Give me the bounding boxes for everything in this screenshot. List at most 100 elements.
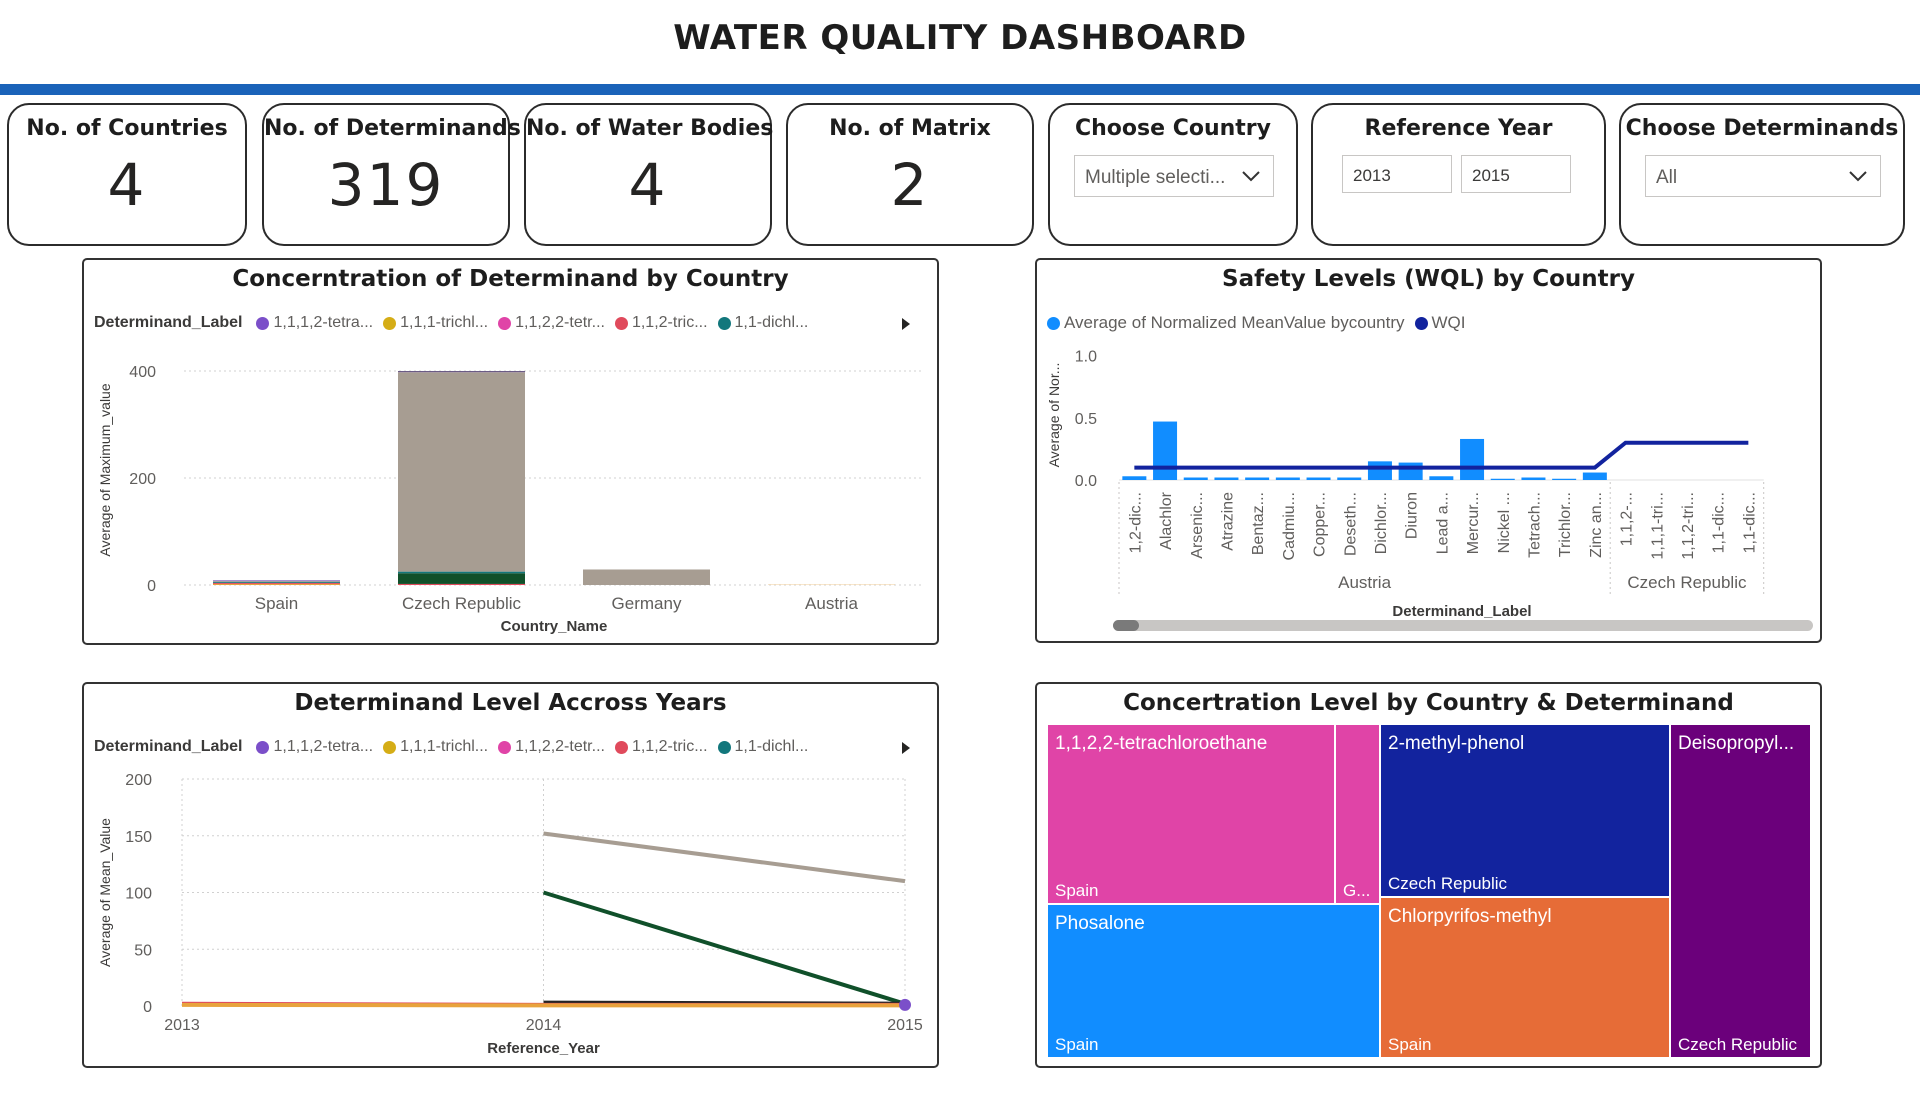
x-tick-label: Copper... [1312, 492, 1329, 557]
y-tick-label: 1.0 [1075, 349, 1097, 366]
bar-segment [583, 569, 710, 585]
legend-item[interactable]: 1,1,2,2-tetr... [498, 314, 605, 332]
kpi-countries-card: No. of Countries 4 [7, 103, 247, 246]
bar [1214, 477, 1239, 480]
x-tick-label: Tetrach... [1526, 492, 1543, 558]
kpi-matrix-label: No. of Matrix [829, 116, 991, 141]
y-tick-label: 0.5 [1075, 411, 1097, 428]
treemap-cell-group: Czech Republic [1678, 1035, 1798, 1054]
bar-segment [213, 580, 340, 581]
country-dropdown-value: Multiple selecti... [1085, 167, 1226, 188]
group-label: Austria [1338, 573, 1391, 592]
x-axis-label: Determinand_Label [1392, 603, 1531, 620]
determinand-filter-card: Choose Determinands All [1619, 103, 1905, 246]
treemap-cell-group: G... [1343, 881, 1371, 900]
bar [1245, 477, 1270, 480]
treemap-cell-label: 2-methyl-phenol [1388, 733, 1525, 754]
kpi-matrix-card: No. of Matrix 2 [786, 103, 1034, 246]
bar-segment [398, 372, 525, 572]
x-tick-label: Mercur... [1465, 492, 1482, 554]
treemap-cell[interactable]: 1,1,2,2-tetrachloroethane Spain [1047, 724, 1335, 904]
y-tick-label: 0 [143, 999, 152, 1016]
treemap-cell[interactable]: Phosalone Spain [1047, 904, 1380, 1058]
treemap-cell[interactable]: Chlorpyrifos-methyl Spain [1380, 897, 1670, 1058]
y-axis-label: Average of Maximum_value [97, 383, 113, 556]
y-tick-label: 0.0 [1075, 473, 1097, 490]
x-tick-label: Lead a... [1434, 492, 1451, 554]
x-tick-label: 1,1,2-tri... [1680, 492, 1697, 560]
x-tick-label: Alachlor [1158, 491, 1175, 549]
treemap-cell[interactable]: Deisopropyl... Czech Republic [1670, 724, 1811, 1058]
bar [1183, 477, 1208, 480]
year-to-value: 2015 [1472, 166, 1510, 185]
x-tick-label: Nickel ... [1496, 492, 1513, 553]
legend-next-arrow-icon[interactable] [900, 740, 912, 756]
bar-segment [398, 571, 525, 574]
wqi-line [1134, 440, 1749, 470]
bar [1275, 477, 1300, 480]
legend-item[interactable]: 1,1,1-trichl... [383, 738, 488, 756]
legend-item[interactable]: 1,1,1,2-tetra... [256, 738, 373, 756]
legend-item[interactable]: 1,1,2-tric... [614, 738, 708, 756]
x-tick-label: Trichlor... [1557, 492, 1574, 557]
year-to-input[interactable]: 2015 [1461, 155, 1571, 193]
x-axis-label: Country_Name [501, 618, 608, 635]
series-line [181, 1002, 905, 1008]
y-axis-label: Average of Mean_Value [97, 818, 113, 967]
treemap-cell[interactable]: G... [1335, 724, 1380, 904]
horizontal-scrollbar[interactable] [1113, 620, 1813, 631]
legend-item[interactable]: 1,1-dichl... [717, 314, 808, 332]
treemap-cell-group: Spain [1055, 881, 1099, 900]
chevron-down-icon [1849, 171, 1867, 182]
x-tick-label: Deseth... [1342, 492, 1359, 556]
bar [1367, 461, 1392, 480]
chevron-down-icon [1242, 171, 1260, 182]
bar [1306, 477, 1331, 480]
bar [1582, 472, 1607, 480]
legend-item[interactable]: 1,1,2-tric... [614, 314, 708, 332]
legend-item[interactable]: WQI [1414, 313, 1466, 333]
x-tick-label: Czech Republic [402, 594, 522, 613]
bar [1460, 438, 1485, 480]
bar [1398, 462, 1423, 480]
x-tick-label: 2015 [887, 1017, 923, 1034]
bar [1552, 478, 1577, 480]
country-filter-card: Choose Country Multiple selecti... [1048, 103, 1298, 246]
x-tick-label: Atrazine [1219, 492, 1236, 551]
line-chart-plot: 0 50 100 150 200 2013 2014 2015 Reference_Year Av… [97, 772, 923, 1057]
legend-item[interactable]: 1,1,1,2-tetra... [256, 314, 373, 332]
bar-segment [213, 583, 340, 585]
legend-title: Determinand_Label [94, 314, 243, 331]
bar-segment [213, 581, 340, 583]
safety-levels-legend: Average of Normalized MeanValue bycountr… [1047, 312, 1476, 334]
safety-levels-plot: 0.0 0.5 1.0 1,2-dic... Alachlor Arsenic... Atr… [1046, 349, 1765, 620]
kpi-countries-value: 4 [107, 151, 147, 219]
treemap-cell-group: Spain [1055, 1035, 1099, 1054]
bar-segment [398, 583, 525, 585]
bar [1337, 477, 1362, 480]
group-label: Czech Republic [1627, 573, 1747, 592]
legend-item[interactable]: Average of Normalized MeanValue bycountr… [1047, 313, 1405, 333]
legend-next-arrow-icon[interactable] [900, 316, 912, 332]
legend-item[interactable]: 1,1,1-trichl... [383, 314, 488, 332]
treemap-cell-group: Czech Republic [1388, 874, 1508, 893]
country-dropdown[interactable]: Multiple selecti... [1074, 155, 1274, 197]
treemap-cell[interactable]: 2-methyl-phenol Czech Republic [1380, 724, 1670, 897]
series-line [542, 890, 906, 1006]
scrollbar-thumb[interactable] [1113, 620, 1139, 631]
legend-item[interactable]: 1,1,2,2-tetr... [498, 738, 605, 756]
bar [1122, 476, 1147, 480]
y-tick-label: 400 [129, 364, 156, 381]
treemap-area: 1,1,2,2-tetrachloroethane Spain G... Pho… [1047, 724, 1811, 1058]
legend-item[interactable]: 1,1-dichl... [717, 738, 808, 756]
x-tick-label: Germany [612, 594, 682, 613]
y-tick-label: 200 [125, 772, 152, 789]
x-tick-label: Arsenic... [1189, 492, 1206, 559]
safety-levels-panel: Safety Levels (WQL) by Country Average o… [1035, 258, 1822, 643]
bar [1490, 478, 1515, 480]
determinand-dropdown[interactable]: All [1645, 155, 1881, 197]
title-accent-bar [0, 84, 1920, 95]
year-from-input[interactable]: 2013 [1342, 155, 1452, 193]
x-tick-label: Spain [255, 594, 298, 613]
x-tick-label: 2014 [526, 1017, 562, 1034]
